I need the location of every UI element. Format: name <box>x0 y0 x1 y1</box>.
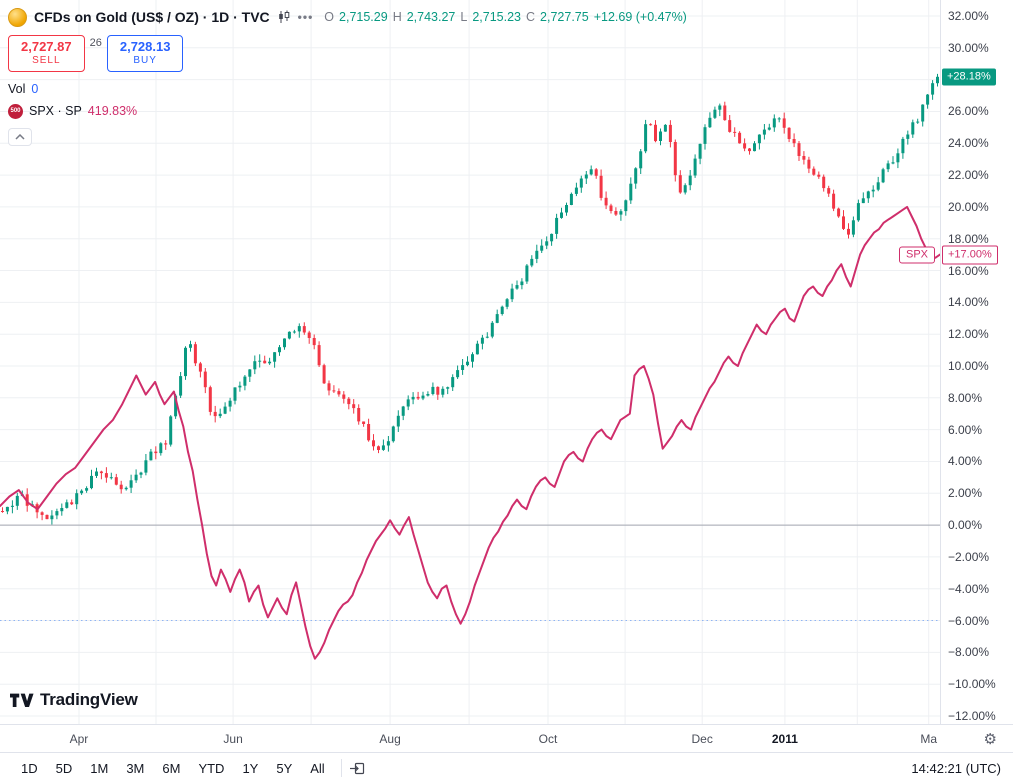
buy-label: BUY <box>133 55 157 67</box>
y-axis-label: 14.00% <box>948 295 989 310</box>
high-label: H <box>392 10 402 24</box>
y-axis-label: 12.00% <box>948 327 989 342</box>
chart-area[interactable]: 32.00%30.00%28.00%26.00%24.00%22.00%20.0… <box>0 0 1013 724</box>
gold-last-price-badge: +28.18% <box>942 68 996 86</box>
symbol-title[interactable]: CFDs on Gold (US$ / OZ) · 1D · TVC <box>34 9 270 25</box>
range-button-1d[interactable]: 1D <box>12 757 47 780</box>
symbol-row: CFDs on Gold (US$ / OZ) · 1D · TVC ••• O… <box>8 5 687 29</box>
compare-symbol[interactable]: SPX · SP <box>29 104 82 119</box>
tradingview-logo-text: TradingView <box>40 690 138 709</box>
volume-row: Vol 0 <box>8 82 687 96</box>
y-axis-label: −4.00% <box>948 581 990 596</box>
volume-value: 0 <box>31 81 39 96</box>
tradingview-mark-icon <box>10 693 34 707</box>
y-axis-label: 24.00% <box>948 136 989 151</box>
candlestick-style-icon[interactable] <box>277 10 291 24</box>
go-to-date-icon[interactable] <box>349 760 366 777</box>
open-value: 2,715.29 <box>339 10 388 24</box>
clock[interactable]: 14:42:21 (UTC) <box>911 760 1001 776</box>
y-axis-label: 6.00% <box>948 422 983 437</box>
price-chart-canvas[interactable] <box>0 0 940 724</box>
axis-settings-gear-icon[interactable]: ⚙ <box>983 730 997 748</box>
y-axis-label: 20.00% <box>948 199 989 214</box>
y-axis-label: 4.00% <box>948 454 983 469</box>
change-value: +12.69 (+0.47%) <box>593 10 687 24</box>
sell-label: SELL <box>32 55 61 67</box>
range-button-1y[interactable]: 1Y <box>233 757 267 780</box>
y-axis-label: 22.00% <box>948 168 989 183</box>
y-axis-label: 16.00% <box>948 263 989 278</box>
collapse-legend-button[interactable] <box>8 127 32 146</box>
x-axis-label: Oct <box>538 732 558 746</box>
chart-legend: CFDs on Gold (US$ / OZ) · 1D · TVC ••• O… <box>0 0 695 151</box>
volume-label: Vol <box>8 81 26 96</box>
low-value: 2,715.23 <box>472 10 522 24</box>
y-axis-label: 2.00% <box>948 486 983 501</box>
close-label: C <box>526 10 536 24</box>
y-axis-label: −12.00% <box>948 709 996 723</box>
bottom-toolbar: 1D 5D 1M 3M 6M YTD 1Y 5Y All 14:42:21 (U… <box>0 752 1013 783</box>
y-axis-label: −8.00% <box>948 645 990 660</box>
price-axis[interactable]: 32.00%30.00%28.00%26.00%24.00%22.00%20.0… <box>940 0 1013 724</box>
range-button-5y[interactable]: 5Y <box>267 757 301 780</box>
high-value: 2,743.27 <box>406 10 456 24</box>
sell-button[interactable]: 2,727.87 SELL <box>8 35 85 72</box>
spx-last-price-badge: +17.00% <box>942 245 998 265</box>
y-axis-label: 10.00% <box>948 359 989 373</box>
x-axis-label: Ma <box>920 732 938 746</box>
y-axis-label: −2.00% <box>948 549 990 564</box>
compare-row[interactable]: 500 SPX · SP 419.83% <box>8 103 687 119</box>
range-button-3m[interactable]: 3M <box>117 757 153 780</box>
time-axis[interactable]: Apr Jun Aug Oct Dec 2011 Ma ⚙ <box>0 724 1013 752</box>
x-axis-label: Aug <box>379 732 401 746</box>
y-axis-label: 26.00% <box>948 104 989 119</box>
chevron-up-icon <box>15 133 25 140</box>
y-axis-label: 30.00% <box>948 40 989 55</box>
buy-button[interactable]: 2,728.13 BUY <box>106 35 184 72</box>
gold-symbol-icon <box>8 7 27 27</box>
low-label: L <box>460 10 468 24</box>
toolbar-divider <box>340 759 342 777</box>
tradingview-logo[interactable]: TradingView <box>10 690 138 710</box>
sell-price: 2,727.87 <box>21 39 72 54</box>
y-axis-label: 8.00% <box>948 390 983 405</box>
range-button-6m[interactable]: 6M <box>153 757 189 780</box>
x-axis-label: 2011 <box>771 732 798 746</box>
spread-value: 26 <box>89 37 102 49</box>
y-axis-label: −10.00% <box>948 677 996 692</box>
y-axis-label: 18.00% <box>948 231 989 246</box>
more-options-icon[interactable]: ••• <box>297 10 314 24</box>
ohlc-readout: O 2,715.29 H 2,743.27 L 2,715.23 C 2,727… <box>324 10 687 24</box>
sp500-logo: 500 <box>8 103 23 119</box>
buy-price: 2,728.13 <box>119 39 171 54</box>
y-axis-label: −6.00% <box>948 613 990 628</box>
y-axis-label: 32.00% <box>948 9 989 23</box>
open-label: O <box>324 10 335 24</box>
compare-value: 419.83% <box>87 104 138 119</box>
range-button-all[interactable]: All <box>301 757 333 780</box>
range-button-ytd[interactable]: YTD <box>189 757 233 780</box>
x-axis-label: Jun <box>223 732 243 746</box>
y-axis-label: 0.00% <box>948 518 983 533</box>
range-button-1m[interactable]: 1M <box>81 757 117 780</box>
close-value: 2,727.75 <box>540 10 589 24</box>
range-button-5d[interactable]: 5D <box>47 757 82 780</box>
x-axis-label: Dec <box>691 732 713 746</box>
x-axis-label: Apr <box>69 732 89 746</box>
spx-series-tag: SPX <box>898 246 935 264</box>
trade-panel: 2,727.87 SELL 26 2,728.13 BUY <box>8 35 687 72</box>
